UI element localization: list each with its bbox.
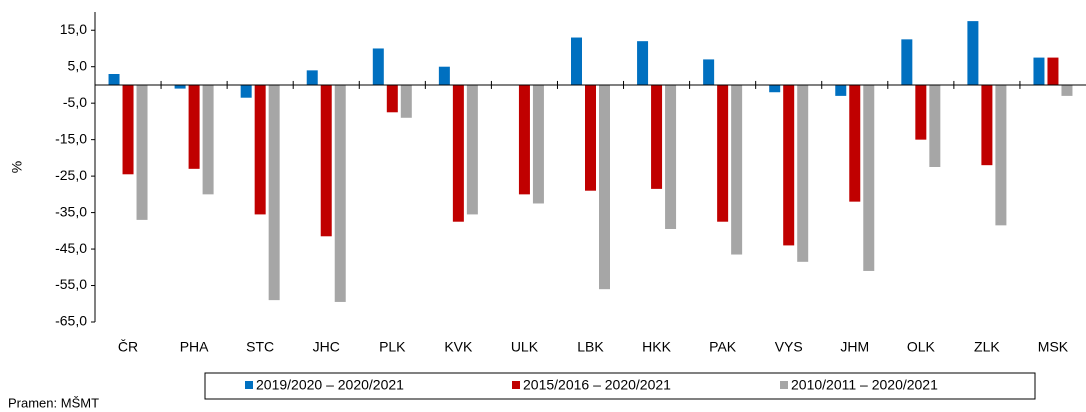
bar — [320, 84, 332, 237]
bar — [929, 84, 941, 167]
legend-label: 2019/2020 – 2020/2021 — [256, 377, 404, 393]
bar — [1033, 57, 1045, 85]
legend-swatch — [245, 381, 253, 389]
y-tick-label: -25,0 — [55, 167, 87, 183]
y-tick-label: -55,0 — [55, 276, 87, 292]
bar — [438, 66, 450, 85]
x-tick-label: ZLK — [974, 339, 1000, 355]
bar — [122, 84, 134, 175]
y-tick-label: 5,0 — [68, 57, 88, 73]
y-tick-label: 15,0 — [60, 21, 87, 37]
x-tick-label: JHC — [313, 339, 340, 355]
bar — [995, 84, 1007, 226]
bar — [240, 84, 252, 98]
bar — [783, 84, 795, 246]
x-tick-label: KVK — [444, 339, 473, 355]
y-tick-label: -65,0 — [55, 313, 87, 329]
bar — [901, 39, 913, 85]
legend-box — [204, 372, 1036, 400]
bar — [703, 59, 715, 85]
bar — [835, 84, 847, 96]
bar — [981, 84, 993, 166]
bar — [651, 84, 663, 189]
x-tick-label: JHM — [840, 339, 869, 355]
x-tick-label: LBK — [577, 339, 604, 355]
bar — [334, 84, 346, 302]
x-tick-label: PAK — [709, 339, 737, 355]
bar — [599, 84, 610, 290]
bar — [386, 84, 398, 113]
bar — [717, 84, 729, 222]
bar — [863, 84, 875, 271]
bar — [1061, 84, 1073, 96]
bar — [202, 84, 214, 195]
legend-swatch — [780, 381, 788, 389]
legend-swatch — [512, 381, 520, 389]
bar — [372, 48, 384, 85]
bar — [797, 84, 809, 262]
bar — [769, 84, 781, 93]
y-tick-label: -15,0 — [55, 130, 87, 146]
y-tick-label: -5,0 — [63, 94, 87, 110]
legend-label: 2015/2016 – 2020/2021 — [523, 377, 671, 393]
bar — [254, 84, 266, 215]
bar — [571, 37, 582, 85]
x-tick-label: HKK — [642, 339, 671, 355]
bar — [849, 84, 861, 202]
source: Pramen: MŠMT — [8, 395, 99, 410]
x-tick-label: VYS — [775, 339, 803, 355]
x-tick-label: ULK — [511, 339, 539, 355]
bar — [967, 21, 979, 85]
y-tick-label: -35,0 — [55, 203, 87, 219]
bar — [518, 84, 530, 195]
y-tick-label: -45,0 — [55, 240, 87, 256]
bar — [532, 84, 544, 204]
bar — [1047, 57, 1059, 85]
bar — [268, 84, 280, 301]
bar — [452, 84, 464, 222]
x-tick-label: OLK — [907, 339, 936, 355]
bar — [136, 84, 148, 220]
y-axis-label: % — [9, 161, 25, 173]
x-tick-label: PHA — [180, 339, 209, 355]
bar — [306, 70, 318, 85]
bar — [585, 84, 596, 191]
x-tick-label: PLK — [379, 339, 406, 355]
bar — [915, 84, 927, 140]
bar — [731, 84, 743, 255]
bar — [466, 84, 478, 215]
bar — [637, 41, 649, 85]
x-tick-label: STC — [246, 339, 274, 355]
bar — [665, 84, 677, 229]
bar — [188, 84, 200, 169]
x-tick-label: MSK — [1038, 339, 1069, 355]
bar — [174, 84, 186, 89]
x-tick-label: ČR — [118, 339, 138, 355]
bar — [108, 74, 120, 85]
bar — [400, 84, 412, 118]
legend-label: 2010/2011 – 2020/2021 — [791, 377, 938, 393]
